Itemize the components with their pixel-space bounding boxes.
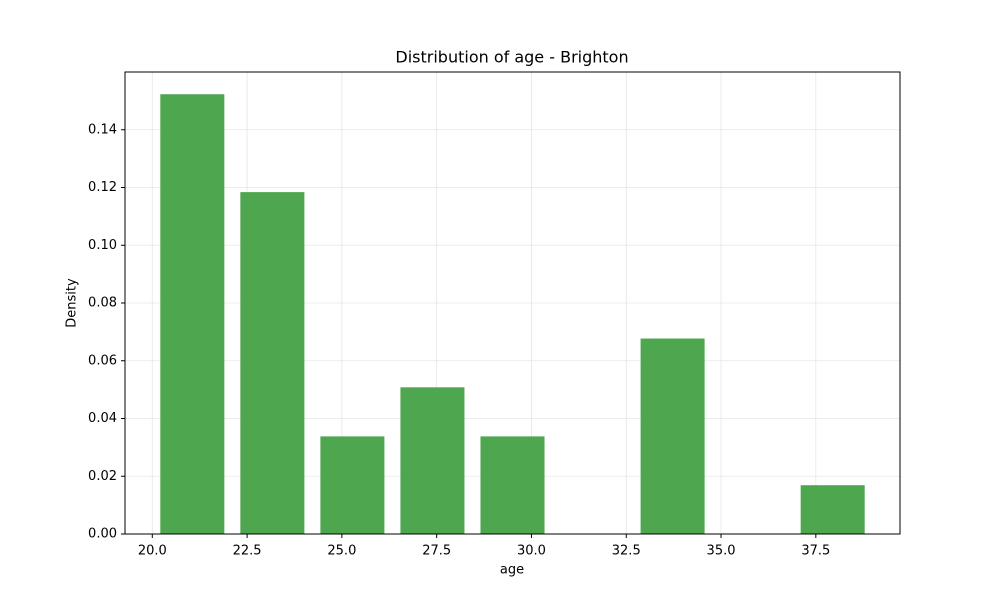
y-tick-label: 0.08 bbox=[88, 296, 117, 311]
x-tick-label: 22.5 bbox=[233, 544, 262, 559]
x-tick-label: 32.5 bbox=[612, 544, 641, 559]
x-tick-label: 25.0 bbox=[327, 544, 356, 559]
y-tick-label: 0.12 bbox=[88, 180, 117, 195]
y-tick-label: 0.06 bbox=[88, 353, 117, 368]
bar bbox=[320, 436, 385, 534]
y-axis-label: Density bbox=[65, 278, 80, 328]
x-tick-label: 30.0 bbox=[517, 544, 546, 559]
bar bbox=[240, 192, 305, 534]
chart-title: Distribution of age - Brighton bbox=[395, 48, 628, 67]
y-tick-label: 0.10 bbox=[88, 238, 117, 253]
bar bbox=[160, 94, 225, 534]
bar bbox=[640, 338, 705, 534]
x-tick-label: 27.5 bbox=[422, 544, 451, 559]
x-tick-label: 20.0 bbox=[138, 544, 167, 559]
bar bbox=[480, 436, 545, 534]
y-tick-label: 0.02 bbox=[88, 469, 117, 484]
x-axis-label: age bbox=[500, 563, 524, 578]
y-tick-label: 0.14 bbox=[88, 122, 117, 137]
x-tick-label: 37.5 bbox=[801, 544, 830, 559]
bar bbox=[400, 387, 465, 534]
plot-frame bbox=[124, 71, 901, 535]
x-tick-label: 35.0 bbox=[707, 544, 736, 559]
y-tick-label: 0.00 bbox=[88, 527, 117, 542]
bar bbox=[800, 485, 865, 534]
y-tick-label: 0.04 bbox=[88, 411, 117, 426]
